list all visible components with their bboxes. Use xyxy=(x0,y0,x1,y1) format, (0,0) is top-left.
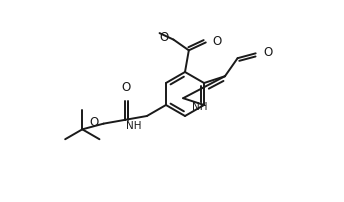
Text: O: O xyxy=(264,46,273,59)
Text: O: O xyxy=(122,81,131,94)
Text: O: O xyxy=(159,31,169,44)
Text: NH: NH xyxy=(192,102,208,112)
Text: NH: NH xyxy=(126,121,142,131)
Text: O: O xyxy=(213,35,222,48)
Text: O: O xyxy=(89,116,99,129)
